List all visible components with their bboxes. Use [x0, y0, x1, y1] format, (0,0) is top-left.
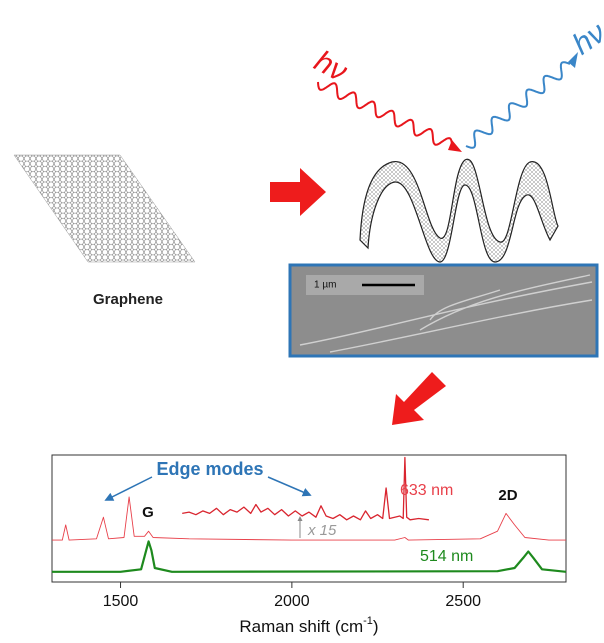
photon-in-head [448, 140, 462, 152]
plot-frame [51, 454, 567, 583]
photon-out-head [568, 52, 578, 68]
x-tick-label: 2500 [445, 593, 481, 610]
x-label-text: Raman shift (cm [239, 617, 363, 636]
x-axis-label: Raman shift (cm-1) [239, 615, 378, 637]
photon-out-label: hν [567, 16, 604, 61]
edge-arrow [104, 476, 153, 501]
edge-modes-label: Edge modes [156, 459, 263, 479]
axes: 1500 2000 2500 [103, 582, 481, 610]
plot-area [52, 456, 566, 573]
x-label-exponent: -1 [363, 615, 373, 627]
arrow-down [392, 372, 446, 425]
scale-bar-label: 1 µm [314, 280, 336, 291]
photon-in-wave [317, 81, 453, 147]
sem-texture [299, 274, 593, 353]
spectrum [52, 540, 566, 573]
g-label: G [142, 504, 154, 521]
photon-out-wave [465, 61, 571, 149]
arrow-right [270, 168, 326, 216]
2d-label: 2D [498, 487, 517, 504]
series-label: 633 nm [400, 482, 453, 499]
edge-arrow [267, 476, 312, 497]
zoom-label: x 15 [307, 522, 337, 539]
series-label: 514 nm [420, 548, 473, 565]
material-label: Graphene [93, 291, 163, 308]
x-tick-label: 2000 [274, 593, 310, 610]
graphene-lattice [13, 154, 196, 263]
spectrum [52, 496, 566, 541]
rippled-graphene [359, 158, 559, 263]
photon-in-label: hν [309, 45, 352, 89]
x-label-end: ) [373, 617, 379, 636]
spectrum [182, 456, 429, 521]
x-tick-label: 1500 [103, 593, 139, 610]
